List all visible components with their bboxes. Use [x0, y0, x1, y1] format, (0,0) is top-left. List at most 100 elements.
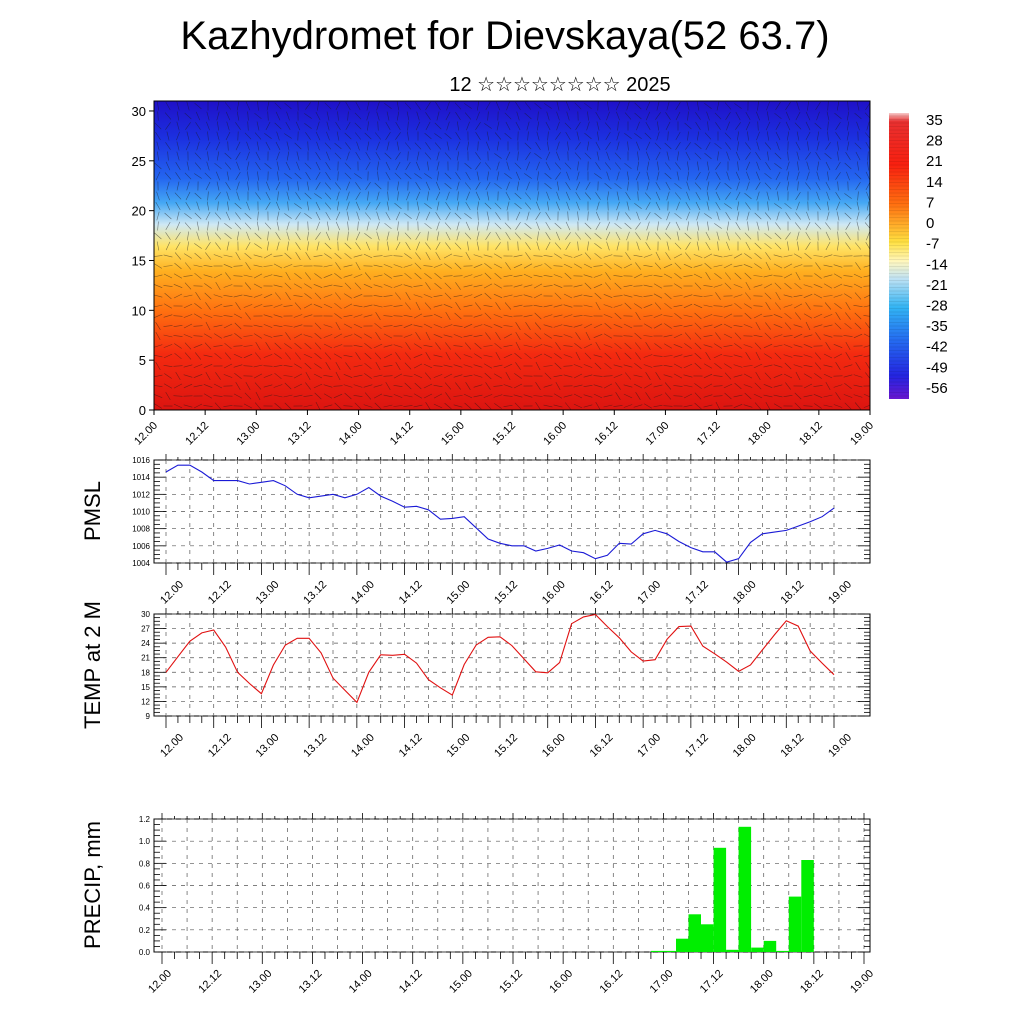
wind-barb — [334, 273, 342, 279]
wind-barb — [514, 373, 522, 379]
wind-barb — [554, 292, 562, 300]
wind-barb — [376, 211, 380, 221]
wind-barb — [825, 342, 831, 350]
wind-barb — [733, 394, 743, 398]
wind-barb — [443, 275, 453, 277]
wind-barb — [546, 191, 550, 201]
wind-barb — [213, 294, 223, 298]
y-tick-label: 21 — [141, 654, 150, 663]
wind-barb — [704, 152, 712, 160]
wind-barb — [223, 334, 233, 338]
wind-barb — [545, 212, 551, 220]
wind-barb — [365, 151, 371, 161]
wind-barb — [203, 265, 213, 267]
wind-barb — [325, 172, 331, 180]
wind-barb — [847, 101, 849, 111]
wind-barb — [203, 393, 213, 399]
wind-barb — [814, 352, 822, 360]
wind-barb — [543, 314, 553, 318]
precip-bar — [650, 950, 664, 952]
wind-barb — [726, 241, 730, 251]
wind-barb — [564, 402, 572, 410]
wind-barb — [224, 352, 232, 360]
wind-barb — [633, 383, 643, 389]
wind-barb — [276, 211, 280, 221]
wind-barb — [475, 162, 481, 170]
x-tick-label: 18.00 — [746, 420, 774, 448]
wind-barb — [373, 393, 383, 399]
wind-barb — [493, 293, 503, 299]
wind-barb — [503, 333, 513, 339]
wind-barb — [654, 212, 662, 220]
wind-barb — [216, 111, 220, 121]
wind-barb — [673, 395, 683, 397]
wind-barb — [604, 362, 612, 370]
wind-barb — [247, 181, 249, 191]
wind-barb — [296, 151, 300, 161]
wind-barb — [763, 394, 773, 398]
wind-barb — [404, 172, 412, 180]
wind-barb — [825, 381, 831, 391]
wind-barb — [334, 302, 342, 310]
wind-barb — [257, 211, 259, 221]
wind-barb — [333, 353, 343, 359]
wind-barb — [504, 302, 512, 310]
wind-barb — [774, 282, 782, 290]
wind-barb — [784, 202, 792, 210]
wind-barb — [663, 315, 673, 317]
wind-barb — [744, 253, 752, 259]
wind-barb — [266, 101, 270, 111]
wind-barb — [293, 314, 303, 318]
wind-barb — [625, 212, 631, 220]
wind-barb — [743, 384, 753, 388]
wind-barb — [194, 252, 202, 260]
wind-barb — [854, 292, 862, 300]
wind-barb — [735, 122, 741, 130]
wind-barb — [864, 112, 870, 119]
wind-barb — [575, 332, 581, 340]
wind-barb — [765, 302, 771, 310]
wind-barb — [793, 253, 803, 259]
wind-barb — [775, 291, 781, 301]
wind-barb — [425, 352, 431, 360]
wind-barb — [584, 252, 592, 260]
wind-barb — [156, 241, 160, 251]
wind-barb — [226, 241, 230, 251]
wind-barb — [173, 403, 183, 409]
wind-barb — [774, 352, 782, 360]
wind-barb — [804, 252, 812, 260]
wind-barb — [793, 364, 803, 368]
wind-barb — [295, 242, 301, 250]
wind-barb — [624, 372, 632, 380]
wind-barb — [827, 171, 829, 181]
wind-barb — [363, 304, 373, 308]
wind-barb — [214, 402, 222, 410]
wind-barb — [796, 201, 800, 211]
wind-barb — [825, 241, 831, 251]
wind-barb — [424, 302, 432, 310]
wind-barb — [286, 141, 290, 151]
wind-barb — [774, 112, 782, 120]
wind-barb — [405, 161, 411, 171]
wind-barb — [813, 324, 823, 328]
wind-barb — [333, 344, 343, 348]
wind-barb — [433, 313, 443, 319]
wind-barb — [383, 333, 393, 339]
wind-barb — [675, 162, 681, 170]
wind-barb — [606, 111, 610, 121]
wind-barb — [343, 334, 353, 338]
wind-barb — [723, 263, 733, 269]
wind-barb — [816, 141, 820, 151]
wind-barb — [725, 142, 731, 150]
wind-barb — [477, 221, 479, 231]
x-tick-label: 14.12 — [397, 579, 425, 607]
wind-barb — [284, 213, 292, 219]
wind-barb — [304, 272, 312, 280]
wind-barb — [343, 314, 353, 318]
wind-barb — [565, 182, 571, 190]
wind-barb — [537, 111, 539, 121]
wind-barb — [325, 211, 331, 221]
x-tick-label: 14.12 — [388, 420, 416, 448]
wind-barb — [645, 392, 651, 400]
wind-barb — [754, 252, 762, 260]
